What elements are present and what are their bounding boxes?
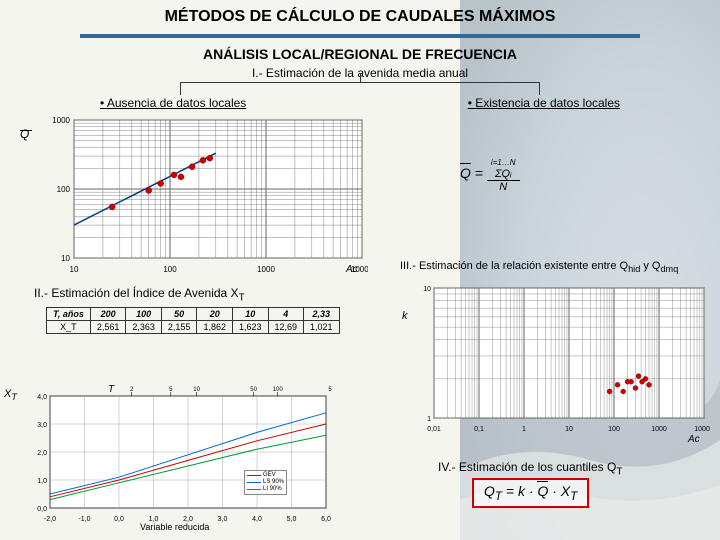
chart3-xlabel: Ac <box>688 434 700 445</box>
xt-col-3: 50 <box>161 308 197 321</box>
chart2-lines: -2,0-1,00,01,02,03,04,05,06,00,01,02,03,… <box>22 384 332 524</box>
svg-text:4,0: 4,0 <box>37 394 47 401</box>
xt-col-0: T, años <box>47 308 91 321</box>
svg-text:0,0: 0,0 <box>114 516 124 523</box>
bullet-left: Ausencia de datos locales <box>100 96 246 110</box>
legend-item: LS 90% <box>247 479 284 486</box>
svg-text:3,0: 3,0 <box>37 422 47 429</box>
svg-text:6,0: 6,0 <box>321 516 331 523</box>
xt-cell-3: 2,155 <box>161 321 197 334</box>
svg-text:10: 10 <box>423 286 431 293</box>
chart2-xlabel: Variable reducida <box>140 522 209 532</box>
xt-cell-6: 12,69 <box>268 321 304 334</box>
svg-text:100: 100 <box>57 185 71 194</box>
svg-text:0,1: 0,1 <box>474 426 484 433</box>
svg-text:0,01: 0,01 <box>427 426 441 433</box>
title-rule <box>80 34 640 38</box>
svg-text:10: 10 <box>61 254 70 263</box>
xt-col-5: 10 <box>232 308 268 321</box>
formula-qmean: Q = i=1…NΣQᵢ N <box>460 156 520 193</box>
xt-cell-2: 2,363 <box>126 321 162 334</box>
svg-text:5,0: 5,0 <box>287 516 297 523</box>
svg-text:100: 100 <box>608 426 620 433</box>
legend-item: LI 90% <box>247 486 284 493</box>
svg-text:100: 100 <box>163 265 177 274</box>
section-iii-heading: III.- Estimación de la relación existent… <box>400 260 678 274</box>
section-iv-heading: IV.- Estimación de los cuantiles QT <box>438 460 622 477</box>
xt-cell-7: 1,021 <box>304 321 340 334</box>
page-title: MÉTODOS DE CÁLCULO DE CAUDALES MÁXIMOS <box>0 0 720 30</box>
svg-text:2,0: 2,0 <box>37 450 47 457</box>
svg-text:-1,0: -1,0 <box>78 516 90 523</box>
legend-item: GEV <box>247 472 284 479</box>
svg-text:Ac: Ac <box>345 264 358 275</box>
svg-text:-2,0: -2,0 <box>44 516 56 523</box>
xt-col-6: 4 <box>268 308 304 321</box>
svg-text:1: 1 <box>427 416 431 423</box>
chart2-legend: GEVLS 90%LI 90% <box>244 470 287 495</box>
svg-text:10: 10 <box>70 265 79 274</box>
xt-cell-4: 1,862 <box>197 321 233 334</box>
subtitle: ANÁLISIS LOCAL/REGIONAL DE FRECUENCIA <box>0 46 720 66</box>
xt-col-4: 20 <box>197 308 233 321</box>
xt-col-2: 100 <box>126 308 162 321</box>
svg-text:2: 2 <box>130 387 134 393</box>
chart1-loglog: 10100100010000101001000Ac <box>38 116 368 276</box>
formula-qt: QT = k · Q · XT <box>472 478 589 508</box>
svg-text:4,0: 4,0 <box>252 516 262 523</box>
bullets-row: Ausencia de datos locales Existencia de … <box>0 96 720 110</box>
xt-cell-0: X_T <box>47 321 91 334</box>
svg-text:1: 1 <box>522 426 526 433</box>
svg-text:10: 10 <box>565 426 573 433</box>
svg-text:50: 50 <box>250 387 257 393</box>
svg-text:100: 100 <box>273 387 284 393</box>
chart1-container: Q 10100100010000101001000Ac <box>20 116 720 276</box>
svg-text:1000: 1000 <box>52 116 70 125</box>
tree-connector <box>180 82 540 96</box>
svg-text:1,0: 1,0 <box>37 478 47 485</box>
chart3-ylabel: k <box>402 310 408 322</box>
xt-table: T, años20010050201042,33 X_T2,5612,3632,… <box>46 307 340 334</box>
svg-text:3,0: 3,0 <box>218 516 228 523</box>
xt-col-7: 2,33 <box>304 308 340 321</box>
svg-text:10: 10 <box>193 387 200 393</box>
bullet-right: Existencia de datos locales <box>468 96 620 110</box>
svg-text:500: 500 <box>328 387 332 393</box>
svg-text:10000: 10000 <box>694 426 710 433</box>
chart3-loglog: 0,01 0,1 1 10 100 1000 10000 1 10 <box>410 284 710 434</box>
xt-cell-1: 2,561 <box>90 321 126 334</box>
svg-text:5: 5 <box>169 387 173 393</box>
svg-text:0,0: 0,0 <box>37 506 47 513</box>
svg-text:1000: 1000 <box>651 426 667 433</box>
xt-cell-5: 1,623 <box>232 321 268 334</box>
svg-text:1000: 1000 <box>257 265 275 274</box>
chart2-ylabel: XT <box>4 388 17 402</box>
xt-col-1: 200 <box>90 308 126 321</box>
chart1-ylabel: Q <box>20 130 32 141</box>
